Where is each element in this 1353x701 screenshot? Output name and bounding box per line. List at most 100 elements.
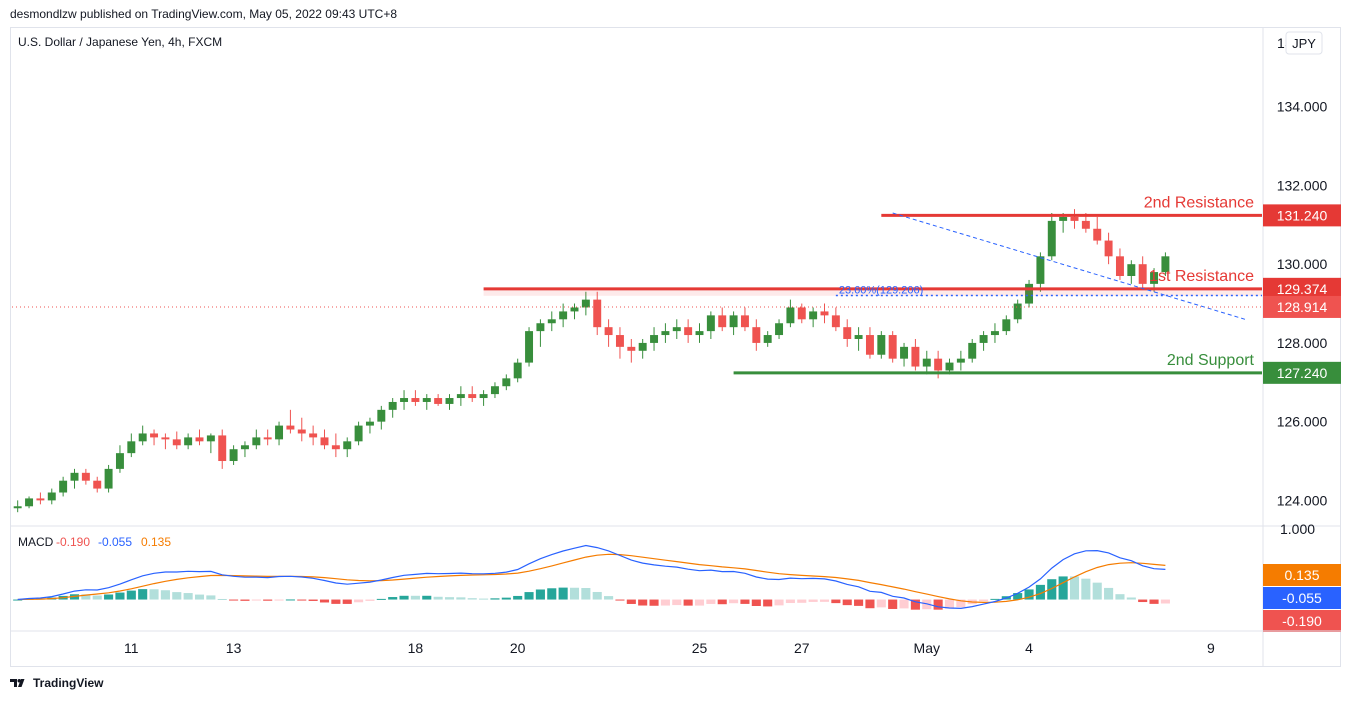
- macd-histogram-bar: [1160, 599, 1170, 604]
- macd-histogram-bar: [388, 597, 398, 600]
- time-tick-label: 20: [510, 640, 526, 656]
- candle-body: [320, 437, 329, 446]
- candle-body: [184, 437, 193, 446]
- candle-body: [331, 445, 340, 450]
- macd-histogram-bar: [104, 594, 114, 600]
- candle-body: [388, 401, 397, 410]
- macd-histogram-bar: [979, 599, 989, 602]
- candle-body: [1025, 283, 1034, 304]
- candle-body: [775, 323, 784, 336]
- macd-histogram-bar: [842, 599, 852, 606]
- candle-body: [422, 398, 431, 402]
- candle-body: [525, 331, 534, 363]
- candle-body: [297, 429, 306, 434]
- candle-body: [1150, 272, 1159, 284]
- brand-footer[interactable]: TradingView: [10, 676, 103, 690]
- macd-histogram-bar: [865, 599, 875, 609]
- macd-histogram-bar: [535, 589, 545, 600]
- macd-line-badge-value: -0.055: [1282, 590, 1322, 606]
- candle-body: [627, 346, 636, 351]
- candle-body: [740, 315, 749, 328]
- macd-histogram-bar: [558, 587, 568, 600]
- macd-histogram-bar: [604, 596, 614, 600]
- price-axis[interactable]: 134.000 132.000 130.000 128.000 126.000 124.0…: [10, 28, 1341, 666]
- candle-body: [456, 394, 465, 399]
- macd-histogram-bar: [308, 599, 318, 601]
- macd-histogram-bar: [92, 595, 102, 600]
- currency-badge[interactable]: [1285, 31, 1323, 55]
- price-pane[interactable]: [13, 209, 1170, 513]
- candle-body: [127, 441, 136, 454]
- candle-body: [570, 307, 579, 312]
- candle-body: [490, 386, 499, 395]
- candle-body: [968, 342, 977, 359]
- candle-body: [172, 439, 181, 446]
- candle-body: [945, 362, 954, 371]
- macd-histogram-bar: [240, 599, 250, 601]
- price-tick-label: 126.000: [1277, 414, 1328, 430]
- candle-body: [900, 346, 909, 359]
- macd-histogram-bar: [933, 599, 943, 610]
- macd-histogram-bar: [751, 599, 761, 606]
- macd-histogram-bar: [229, 599, 239, 601]
- candle-body: [877, 335, 886, 355]
- time-axis[interactable]: 11 13 18 20 25 27 May 4 9: [10, 630, 1341, 656]
- macd-histogram-bar: [729, 599, 739, 604]
- level-price-value: 131.240: [1277, 207, 1328, 223]
- candle-body: [377, 409, 386, 422]
- brand-name: TradingView: [33, 676, 104, 690]
- candle-body: [309, 433, 318, 438]
- chart-frame[interactable]: [10, 27, 1341, 667]
- candle-body: [47, 492, 56, 501]
- macd-histogram-bar: [160, 590, 170, 600]
- candle-body: [1138, 264, 1147, 284]
- drawing-overlay: 2nd Resistance 1st Resistance 2nd Support 2…: [12, 194, 1262, 375]
- candle-body: [252, 437, 261, 446]
- candle-body: [854, 335, 863, 339]
- candle-body: [911, 346, 920, 367]
- macd-histogram-bar: [501, 597, 511, 600]
- macd-histogram-bar: [808, 599, 818, 602]
- candle-body: [1093, 228, 1102, 241]
- price-tick-label: 124.000: [1277, 492, 1328, 508]
- symbol-title: U.S. Dollar / Japanese Yen, 4h, FXCM: [18, 35, 222, 49]
- macd-histogram-bar: [217, 598, 227, 600]
- candle-body: [25, 498, 34, 507]
- macd-histogram-bar: [251, 599, 261, 601]
- macd-histogram-bar: [319, 599, 330, 603]
- candle-body: [888, 335, 897, 359]
- macd-histogram-bar: [1058, 576, 1068, 600]
- macd-line: [17, 544, 1166, 610]
- time-tick-label: 4: [1025, 640, 1033, 656]
- candle-body: [240, 445, 249, 450]
- macd-histogram-bar: [297, 599, 307, 601]
- macd-histogram-bar: [342, 599, 352, 604]
- macd-histogram-bar: [819, 599, 830, 602]
- macd-histogram-bar: [990, 598, 1000, 600]
- macd-histogram-bar: [785, 599, 795, 604]
- candle-body: [581, 299, 590, 308]
- candle-body: [752, 327, 761, 343]
- candle-body: [797, 307, 806, 320]
- candle-body: [706, 315, 715, 332]
- macd-histogram-bar: [1138, 599, 1148, 603]
- macd-histogram-bar: [944, 599, 955, 609]
- candle-body: [979, 335, 988, 343]
- fib-label: 23.60%(129.206): [839, 284, 923, 296]
- macd-histogram-bar: [422, 595, 432, 600]
- macd-histogram-bar: [547, 588, 557, 600]
- last-price-badge: [1263, 295, 1341, 318]
- macd-histogram-bar: [444, 597, 455, 600]
- macd-histogram-bar: [1092, 582, 1102, 600]
- macd-histogram-bar: [285, 599, 295, 601]
- macd-histogram-bar: [1081, 578, 1091, 600]
- candle-body: [604, 327, 613, 336]
- macd-histogram-bar: [1104, 587, 1114, 600]
- macd-pane[interactable]: [13, 544, 1170, 610]
- level-price-badge: [1263, 361, 1341, 384]
- candle-body: [661, 331, 670, 336]
- macd-histogram-bar: [126, 590, 136, 600]
- candle-body: [59, 480, 68, 493]
- macd-histogram-bar: [263, 599, 273, 601]
